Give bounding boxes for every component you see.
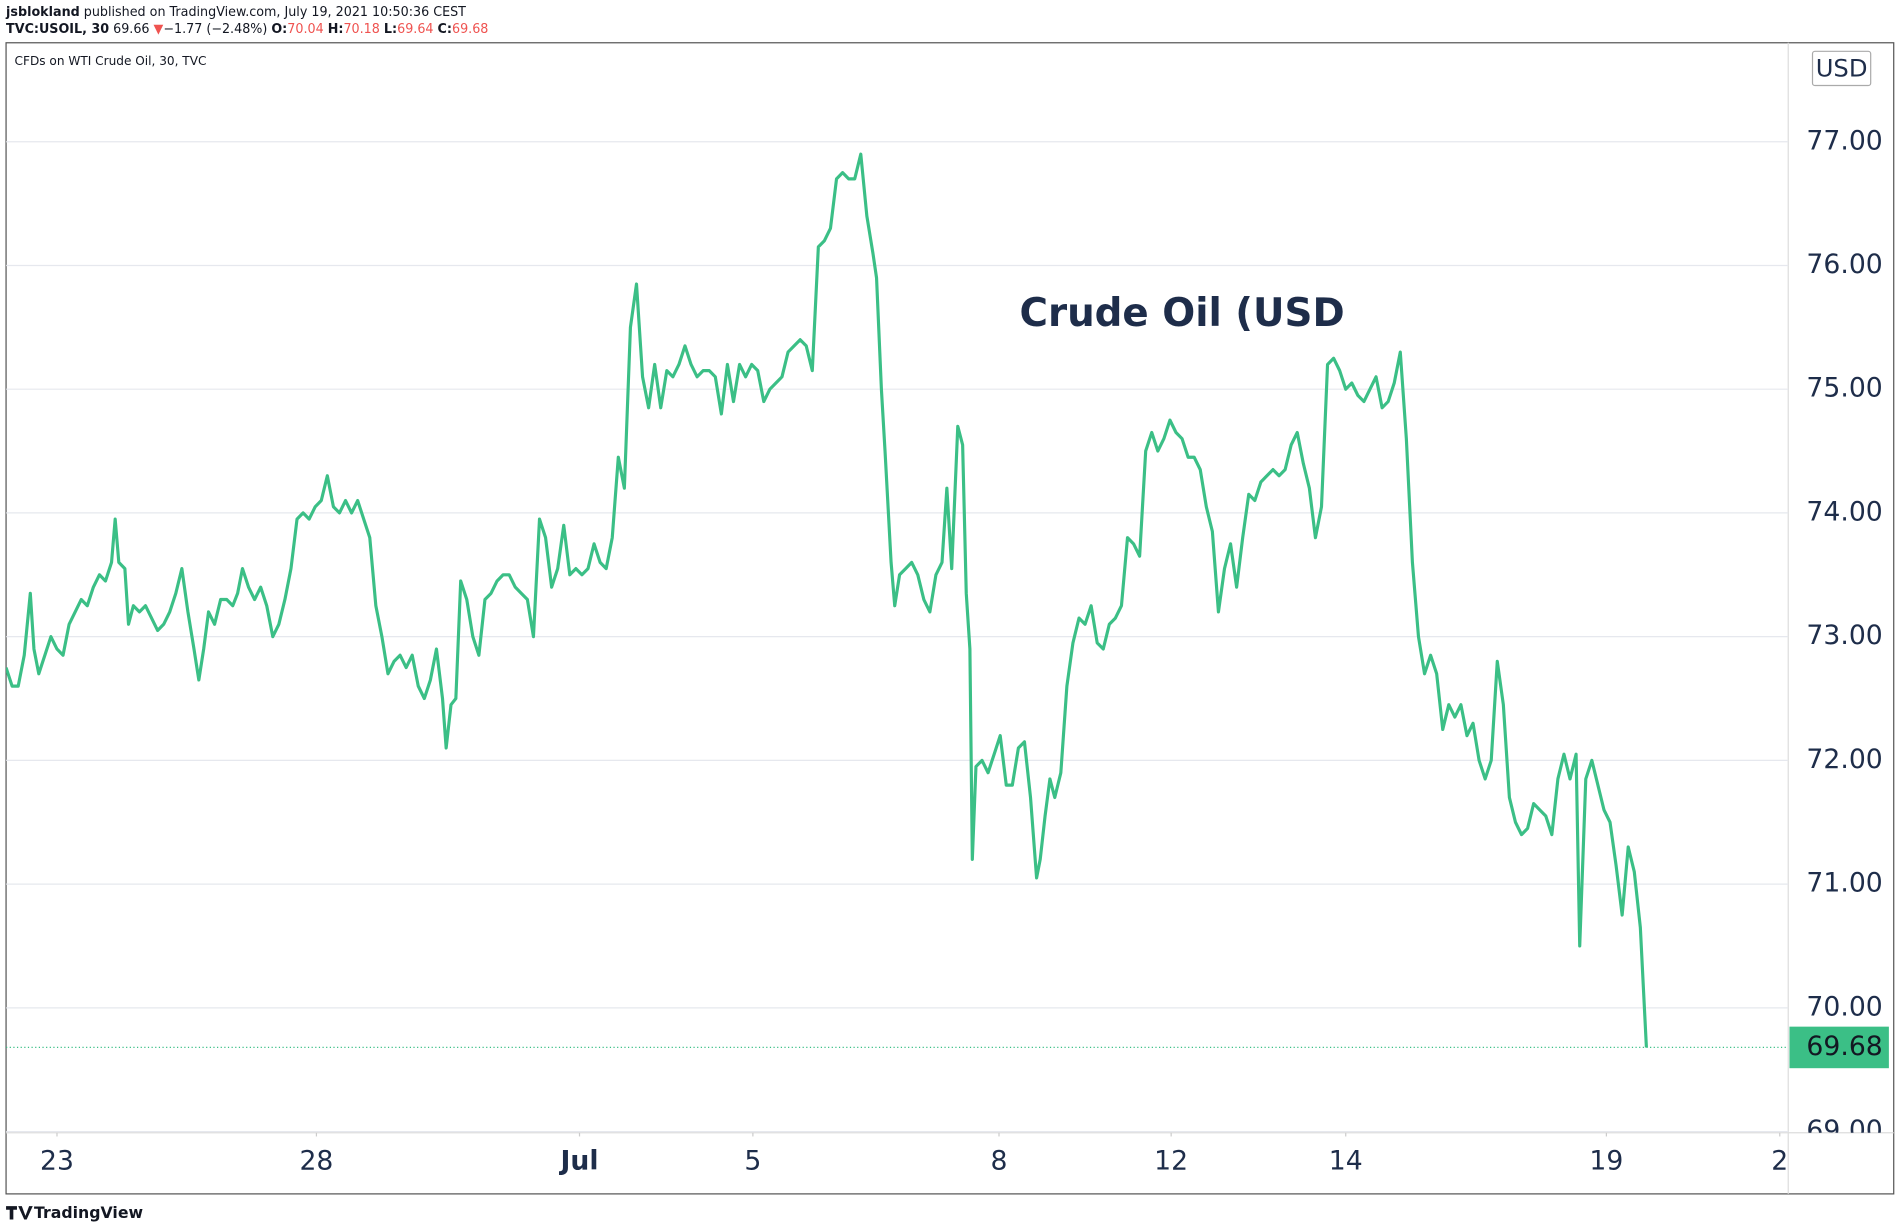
x-tick-label: 5 [744, 1146, 761, 1177]
y-tick-label: 74.00 [1806, 496, 1882, 527]
y-tick-label: 76.00 [1806, 249, 1882, 280]
y-tick-label: 73.00 [1806, 620, 1882, 651]
y-tick-label: 69.00 [1806, 1115, 1882, 1146]
y-tick-label: 72.00 [1806, 744, 1882, 775]
currency: USD [1816, 54, 1868, 83]
footer-logo: TradingView [6, 1203, 143, 1222]
x-tick-label: 28 [299, 1146, 333, 1177]
open-label: O: [271, 22, 287, 37]
high: 70.18 [343, 22, 379, 37]
x-tick-label: 12 [1154, 1146, 1188, 1177]
y-tick-label: 71.00 [1806, 868, 1882, 899]
high-label: H: [328, 22, 344, 37]
y-axis: 69.00 70.00 71.00 72.00 73.00 74.00 75.00 76.00… [1806, 125, 1882, 1146]
frame [5, 42, 1895, 1195]
plot [6, 152, 1648, 1048]
header-line-1: jsblokland published on TradingView.com,… [5, 5, 466, 20]
footer-text: TradingView [34, 1203, 144, 1222]
last-price-label: 69.68 [1806, 1031, 1882, 1062]
change: −1.77 (−2.48%) [163, 22, 267, 37]
low: 69.64 [397, 22, 433, 37]
price-line [6, 152, 1648, 1048]
close-label: C: [438, 22, 452, 37]
open: 70.04 [287, 22, 323, 37]
symbol: TVC:USOIL, 30 [6, 22, 109, 37]
low-label: L: [384, 22, 397, 37]
y-tick-label: 70.00 [1806, 991, 1882, 1022]
x-tick-label: 14 [1329, 1146, 1363, 1177]
x-tick-label: 8 [991, 1146, 1008, 1177]
y-tick-label: 75.00 [1806, 373, 1882, 404]
last-price-box [1789, 1026, 1889, 1069]
x-tick-label: 2 [1771, 1146, 1788, 1177]
close: 69.68 [452, 22, 488, 37]
published: published on TradingView.com, July 19, 2… [84, 5, 466, 20]
arrow: ▼ [154, 22, 164, 37]
author: jsblokland [5, 5, 80, 20]
x-tick-label: 23 [40, 1146, 74, 1177]
currency-box [1811, 50, 1872, 87]
legend-text: CFDs on WTI Crude Oil, 30, TVC [15, 54, 207, 68]
logo-icon [6, 1206, 33, 1220]
x-tick-label: 19 [1589, 1146, 1623, 1177]
chart-title: Crude Oil (USD [1019, 291, 1344, 336]
last: 69.66 [113, 22, 149, 37]
x-tick-label: Jul [558, 1146, 598, 1177]
y-tick-label: 77.00 [1806, 125, 1882, 156]
header-line-2: TVC:USOIL, 30 69.66 ▼−1.77 (−2.48%) O:70… [6, 22, 488, 37]
